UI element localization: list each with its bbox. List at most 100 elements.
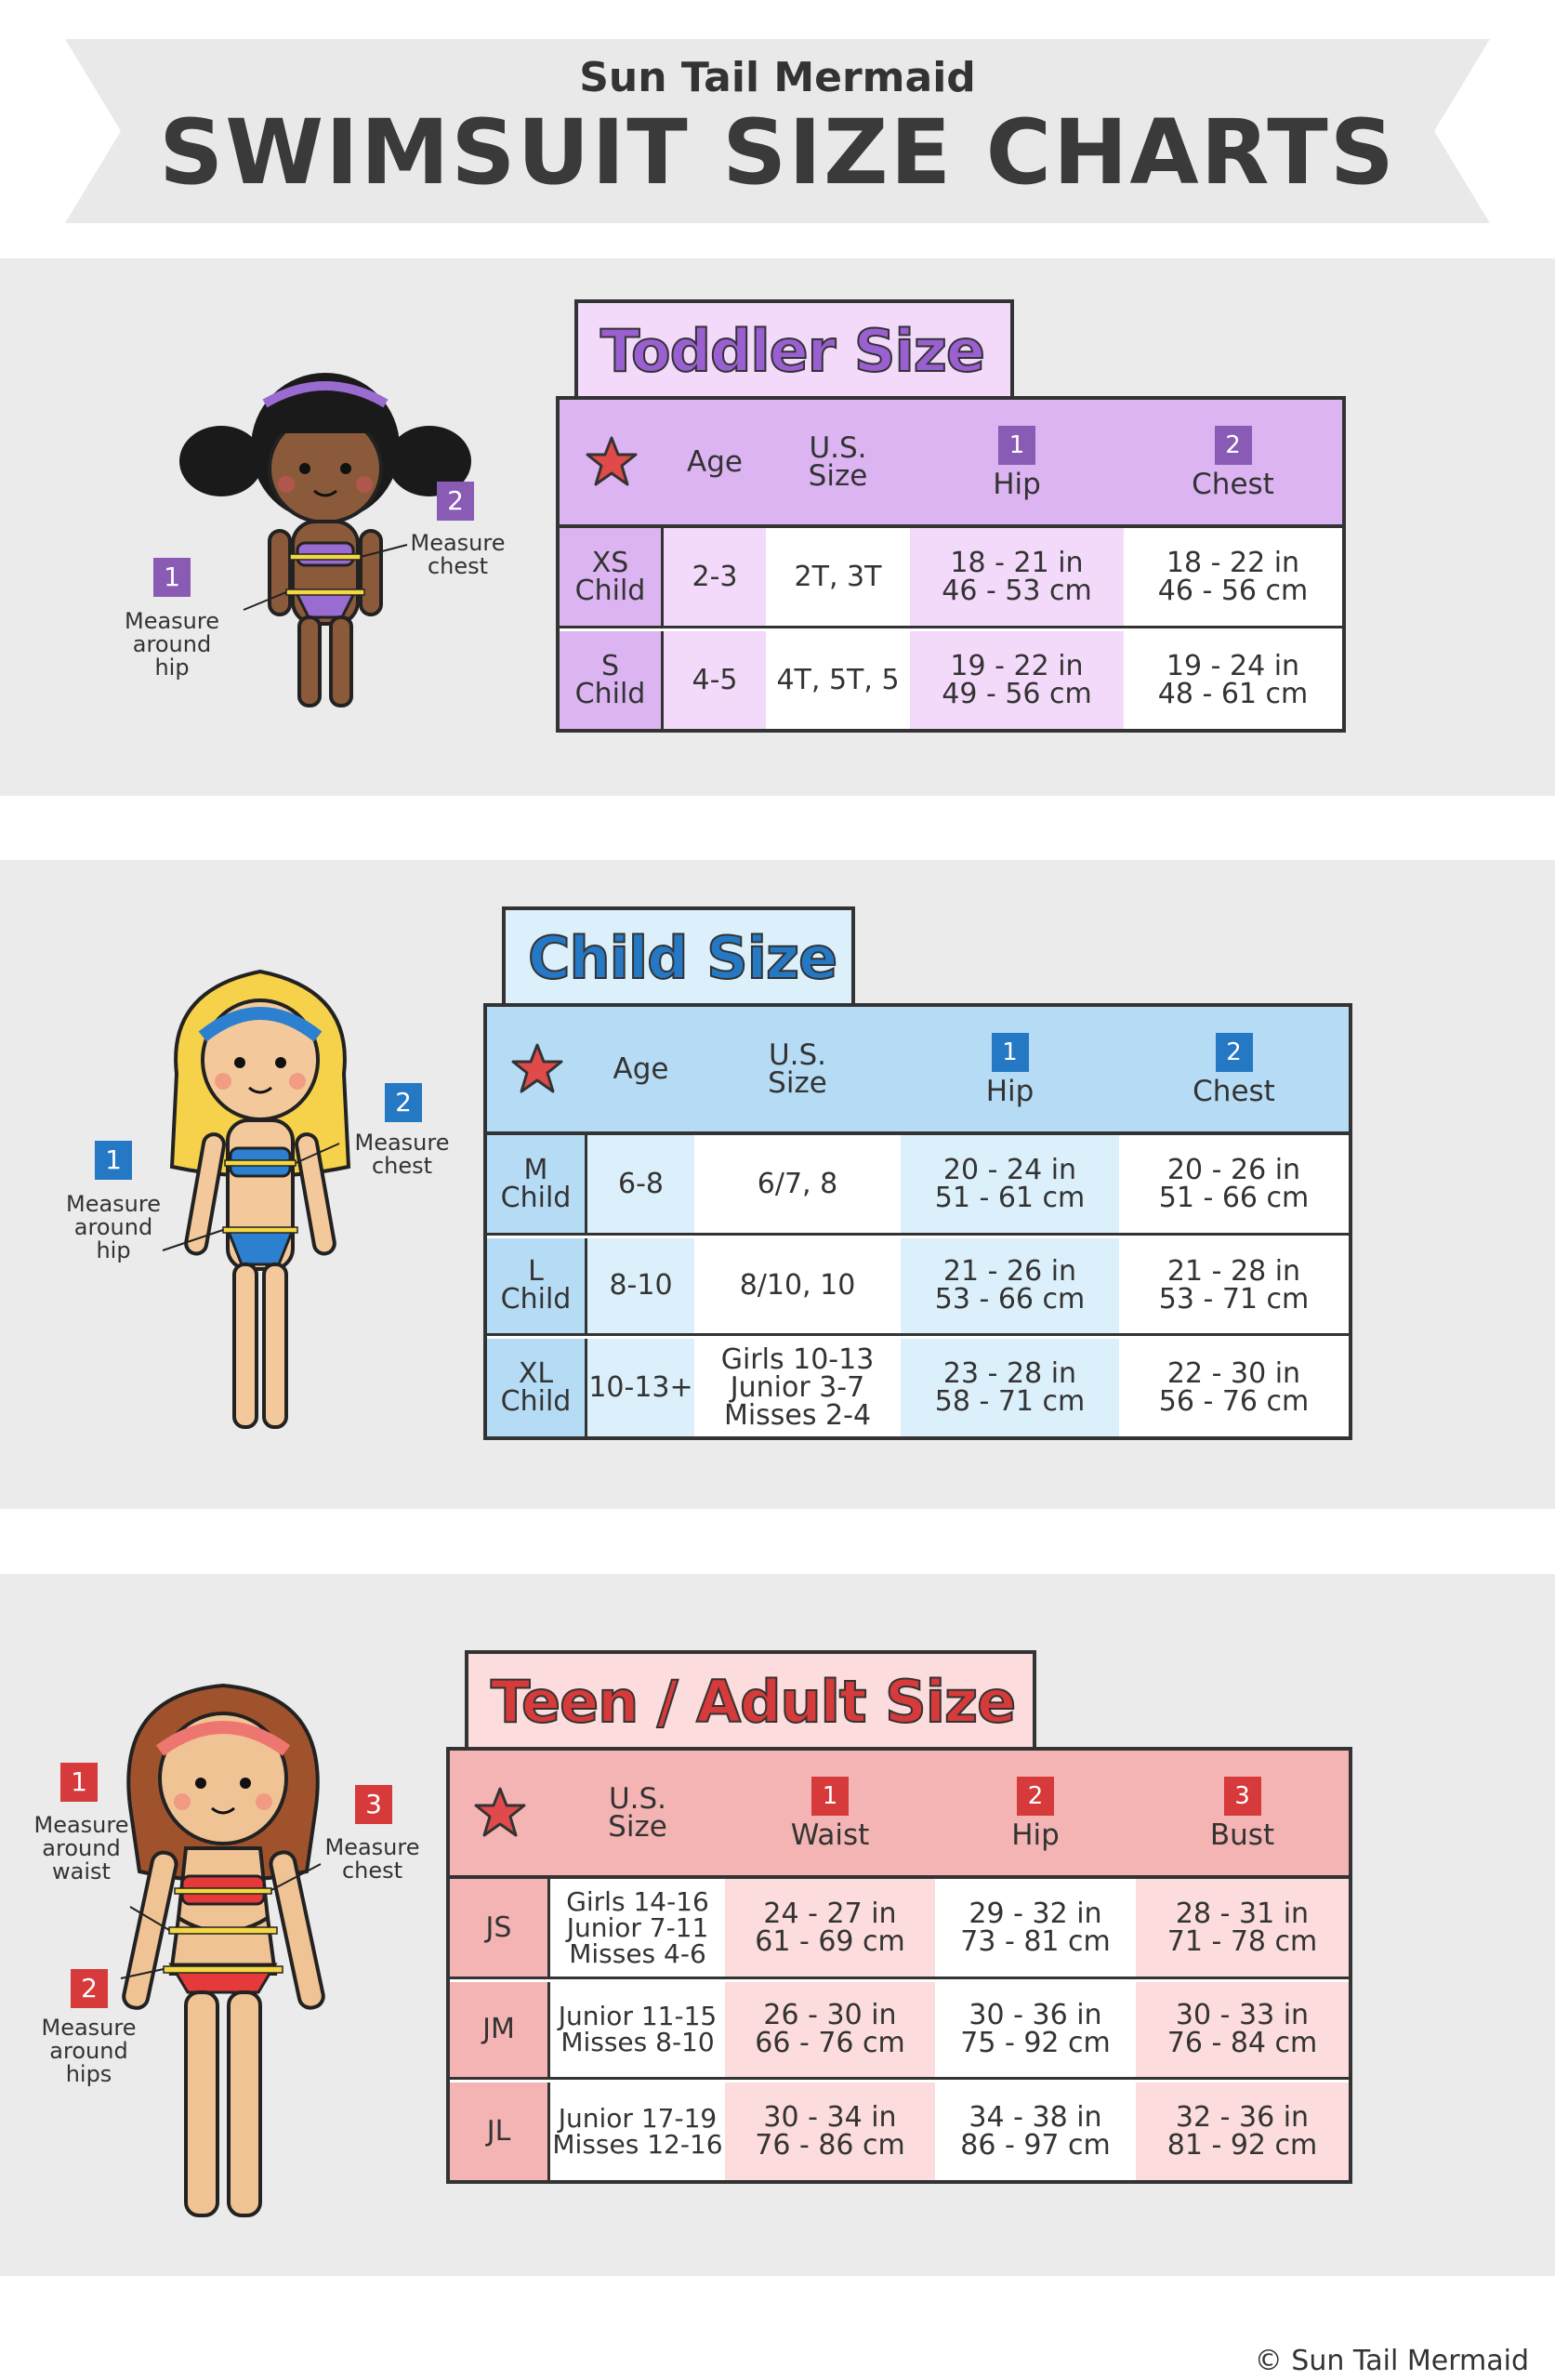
table-row: JS Girls 14-16 Junior 7-11 Misses 4-6 24… xyxy=(450,1879,1349,1979)
measure-waist-badge: 1 xyxy=(60,1763,98,1802)
column-header-hip: 1 Hip xyxy=(910,400,1124,524)
size-cell: JS xyxy=(450,1879,550,1977)
header-star xyxy=(450,1751,550,1875)
hip-cell: 19 - 22 in 49 - 56 cm xyxy=(910,631,1124,729)
chest-badge: 2 xyxy=(1214,426,1252,465)
bust-cell: 32 - 36 in 81 - 92 cm xyxy=(1136,2082,1349,2180)
waist-cell: 30 - 34 in 76 - 86 cm xyxy=(725,2082,935,2180)
us-size-cell: 2T, 3T xyxy=(766,528,910,626)
toddler-girl-illustration xyxy=(179,373,471,707)
table-header-row: U.S. Size 1 Waist 2 Hip 3 Bust xyxy=(450,1751,1349,1879)
us-size-cell: Girls 10-13 Junior 3-7 Misses 2-4 xyxy=(694,1339,901,1436)
chest-cell: 22 - 30 in 56 - 76 cm xyxy=(1119,1339,1349,1436)
header-star xyxy=(560,400,664,524)
hip-label: Hip xyxy=(985,1075,1034,1108)
table-row: JL Junior 17-19 Misses 12-16 30 - 34 in … xyxy=(450,2082,1349,2180)
bust-badge: 3 xyxy=(1223,1777,1261,1816)
hip-badge: 2 xyxy=(1017,1777,1054,1816)
chest-label: Chest xyxy=(1193,1075,1275,1108)
measure-hip-label: Measure around hip xyxy=(125,608,219,681)
chest-cell: 19 - 24 in 48 - 61 cm xyxy=(1124,631,1342,729)
hip-label: Hip xyxy=(993,468,1041,501)
measure-hip-badge: 1 xyxy=(95,1141,132,1180)
age-cell: 6-8 xyxy=(587,1135,694,1233)
copyright-text: © Sun Tail Mermaid xyxy=(1254,2345,1529,2377)
chest-label: Chest xyxy=(1192,468,1274,501)
child-size-title: Child Size xyxy=(502,906,855,1007)
child-size-table: Age U.S. Size 1 Hip 2 Chest M Child 6-8 … xyxy=(483,1003,1352,1440)
column-header-age: Age xyxy=(613,1052,669,1086)
measure-hips-badge: 2 xyxy=(71,1969,108,2008)
size-cell: XL Child xyxy=(487,1339,587,1436)
measure-waist-label: Measure around waist xyxy=(33,1812,129,1884)
table-row: L Child 8-10 8/10, 10 21 - 26 in 53 - 66… xyxy=(487,1238,1349,1336)
toddler-size-table: Age U.S. Size 1 Hip 2 Chest XS Child 2-3… xyxy=(556,396,1346,733)
measure-hip-badge: 1 xyxy=(153,558,191,597)
column-header-hip: 1 Hip xyxy=(901,1007,1119,1131)
hip-cell: 23 - 28 in 58 - 71 cm xyxy=(901,1339,1119,1436)
bust-cell: 28 - 31 in 71 - 78 cm xyxy=(1136,1879,1349,1977)
column-header-us-size: U.S. Size xyxy=(608,1782,667,1844)
table-header-row: Age U.S. Size 1 Hip 2 Chest xyxy=(487,1007,1349,1135)
chest-cell: 21 - 28 in 53 - 71 cm xyxy=(1119,1238,1349,1333)
size-cell: JM xyxy=(450,1982,550,2077)
brand-name: Sun Tail Mermaid xyxy=(579,54,976,101)
child-girl-illustration xyxy=(162,969,351,1429)
bust-cell: 30 - 33 in 76 - 84 cm xyxy=(1136,1982,1349,2077)
ribbon-banner xyxy=(65,39,1490,223)
star-icon xyxy=(474,1787,526,1837)
waist-badge: 1 xyxy=(811,1777,849,1816)
hip-cell: 30 - 36 in 75 - 92 cm xyxy=(935,1982,1136,2077)
toddler-size-title: Toddler Size xyxy=(574,299,1014,400)
size-cell: JL xyxy=(450,2082,550,2180)
page-title: SWIMSUIT SIZE CHARTS xyxy=(159,100,1396,205)
table-row: XS Child 2-3 2T, 3T 18 - 21 in 46 - 53 c… xyxy=(560,528,1342,628)
column-header-chest: 2 Chest xyxy=(1124,400,1342,524)
toddler-section: 1 Measure around hip 2 Measure chest Tod… xyxy=(0,258,1555,796)
chest-cell: 20 - 26 in 51 - 66 cm xyxy=(1119,1135,1349,1233)
measure-chest-label: Measure chest xyxy=(410,530,506,579)
measure-hips-label: Measure around hips xyxy=(41,2015,137,2087)
measure-chest-badge: 3 xyxy=(355,1785,392,1824)
size-cell: XS Child xyxy=(560,528,664,626)
column-header-age: Age xyxy=(687,445,743,479)
age-cell: 8-10 xyxy=(587,1238,694,1333)
column-header-bust: 3 Bust xyxy=(1136,1751,1349,1875)
table-row: XL Child 10-13+ Girls 10-13 Junior 3-7 M… xyxy=(487,1339,1349,1436)
header-star xyxy=(487,1007,587,1131)
bust-label: Bust xyxy=(1209,1818,1275,1852)
teen-adult-section: 1 Measure around waist 2 Measure around … xyxy=(0,1574,1555,2276)
age-cell: 10-13+ xyxy=(587,1339,694,1436)
chest-cell: 18 - 22 in 46 - 56 cm xyxy=(1124,528,1342,626)
us-size-cell: 6/7, 8 xyxy=(694,1135,901,1233)
header-banner: Sun Tail Mermaid SWIMSUIT SIZE CHARTS xyxy=(0,0,1555,260)
teen-girl-illustration xyxy=(120,1683,325,2217)
us-size-cell: 8/10, 10 xyxy=(694,1238,901,1333)
hip-cell: 29 - 32 in 73 - 81 cm xyxy=(935,1879,1136,1977)
size-cell: L Child xyxy=(487,1238,587,1333)
hip-badge: 1 xyxy=(991,1033,1029,1072)
waist-cell: 26 - 30 in 66 - 76 cm xyxy=(725,1982,935,2077)
hip-badge: 1 xyxy=(998,426,1035,465)
us-size-cell: Junior 11-15 Misses 8-10 xyxy=(550,1982,725,2077)
table-header-row: Age U.S. Size 1 Hip 2 Chest xyxy=(560,400,1342,528)
hip-cell: 21 - 26 in 53 - 66 cm xyxy=(901,1238,1119,1333)
measure-hip-label: Measure around hip xyxy=(66,1191,161,1263)
waist-cell: 24 - 27 in 61 - 69 cm xyxy=(725,1879,935,1977)
column-header-chest: 2 Chest xyxy=(1119,1007,1349,1131)
measure-chest-badge: 2 xyxy=(385,1083,422,1122)
size-cell: M Child xyxy=(487,1135,587,1233)
column-header-waist: 1 Waist xyxy=(725,1751,935,1875)
hip-cell: 34 - 38 in 86 - 97 cm xyxy=(935,2082,1136,2180)
us-size-cell: Girls 14-16 Junior 7-11 Misses 4-6 xyxy=(550,1879,725,1977)
table-row: JM Junior 11-15 Misses 8-10 26 - 30 in 6… xyxy=(450,1982,1349,2080)
hip-cell: 20 - 24 in 51 - 61 cm xyxy=(901,1135,1119,1233)
waist-label: Waist xyxy=(790,1818,870,1852)
measure-chest-label: Measure chest xyxy=(324,1834,420,1884)
teen-adult-size-table: U.S. Size 1 Waist 2 Hip 3 Bust JS Girls … xyxy=(446,1747,1352,2184)
hip-label: Hip xyxy=(1011,1818,1060,1852)
star-icon xyxy=(511,1043,563,1093)
age-cell: 2-3 xyxy=(664,528,766,626)
star-icon xyxy=(586,436,638,486)
us-size-cell: 4T, 5T, 5 xyxy=(766,631,910,729)
